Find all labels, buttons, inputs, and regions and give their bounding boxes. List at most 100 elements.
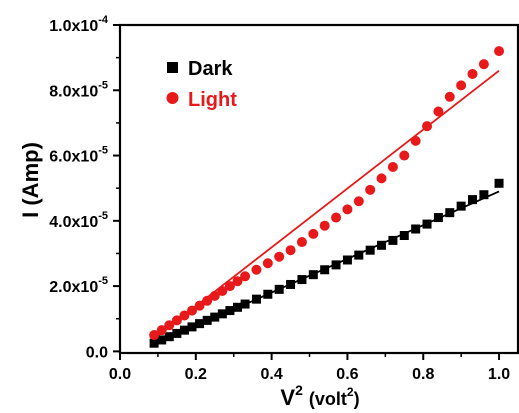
data-point-light [202,295,213,306]
data-point-light [194,300,205,311]
data-point-light [387,161,398,172]
x-tick-label: 0.2 [185,366,207,383]
data-point-dark [342,255,352,265]
data-point-light [410,135,421,146]
data-point-light [251,264,262,275]
y-tick-label: 2.0x10-5 [49,275,108,296]
y-tick-mantissa: 0.0 [86,344,108,361]
data-point-light [187,305,198,316]
data-point-light [331,212,342,223]
data-point-dark [388,235,398,245]
y-tick-mantissa: 4.0x10 [49,214,98,231]
data-point-dark [494,178,504,188]
data-point-dark [354,250,364,260]
data-point-dark [377,240,387,250]
x-axis-title-unit: (volt [309,389,347,409]
data-point-dark [365,245,375,255]
data-point-dark [240,299,250,309]
data-point-light [353,196,364,207]
legend-marker-dark [167,62,178,73]
y-tick-exponent: -5 [98,79,108,91]
y-tick-exponent: -5 [98,145,108,157]
data-point-dark [468,195,478,205]
data-point-light [232,276,243,287]
y-tick-mantissa: 6.0x10 [49,149,98,166]
data-point-dark [297,275,307,285]
x-axis-title-sup: 2 [295,382,303,398]
data-point-dark [274,284,284,294]
data-point-light [179,310,190,321]
data-point-light [171,315,182,326]
data-point-dark [202,315,212,325]
y-tick-mantissa: 2.0x10 [49,279,98,296]
data-point-light [262,258,273,269]
data-point-light [224,281,235,292]
data-point-light [376,173,387,184]
data-point-dark [217,309,227,319]
data-point-dark [286,279,296,289]
x-axis-title-unit-sup: 2 [347,385,354,399]
data-point-dark [251,294,261,304]
data-point-light [149,330,160,341]
series-dark [149,178,504,348]
data-point-light [444,91,455,102]
data-point-light [422,121,433,132]
data-point-light [342,204,353,215]
data-point-light [494,46,505,57]
data-point-dark [263,289,273,299]
x-tick-label: 1.0 [488,366,510,383]
legend-label-light: Light [188,89,237,111]
y-tick-mantissa: 1.0x10 [49,18,98,35]
data-point-dark [433,213,443,223]
data-point-dark [479,190,489,200]
x-tick-label: 0.0 [109,366,131,383]
data-point-light [274,251,285,262]
x-axis-title-base: V [280,385,295,410]
data-point-dark [233,302,243,312]
data-point-light [217,285,228,296]
data-point-light [209,290,220,301]
legend: Dark Light [166,58,237,111]
data-point-dark [411,224,421,234]
y-tick-label: 0.0 [86,344,108,361]
data-point-dark [210,312,220,322]
data-point-light [433,106,444,117]
data-point-dark [456,201,466,211]
data-point-dark [187,322,197,332]
data-point-dark [399,231,409,241]
x-tick-label: 0.4 [260,366,282,383]
data-point-light [319,220,330,231]
data-point-dark [157,335,167,345]
legend-marker-light [166,92,179,104]
data-point-light [467,68,478,79]
data-point-dark [320,265,330,275]
data-point-dark [225,306,235,316]
y-tick-exponent: -5 [98,210,108,222]
data-point-dark [179,325,189,335]
data-point-dark [172,328,182,338]
legend-label-dark: Dark [188,58,233,80]
y-tick-label: 1.0x10-4 [49,14,109,35]
y-tick-exponent: -4 [98,14,109,26]
data-point-light [478,59,489,70]
data-point-light [456,80,467,91]
y-tick-exponent: -5 [98,275,108,287]
x-tick-label: 0.8 [412,366,434,383]
data-point-dark [445,208,455,218]
y-tick-mantissa: 8.0x10 [49,83,98,100]
series-light [149,46,505,341]
data-point-light [164,320,175,331]
data-point-dark [164,332,174,342]
y-tick-label: 6.0x10-5 [49,145,108,166]
y-axis-title: I (Amp) [18,142,43,218]
data-point-dark [149,338,159,348]
x-tick-label: 0.6 [336,366,358,383]
data-point-dark [308,270,318,280]
data-point-light [240,271,251,282]
data-point-dark [422,219,432,229]
data-point-light [296,237,307,248]
y-tick-label: 4.0x10-5 [49,210,108,231]
data-point-dark [195,319,205,329]
